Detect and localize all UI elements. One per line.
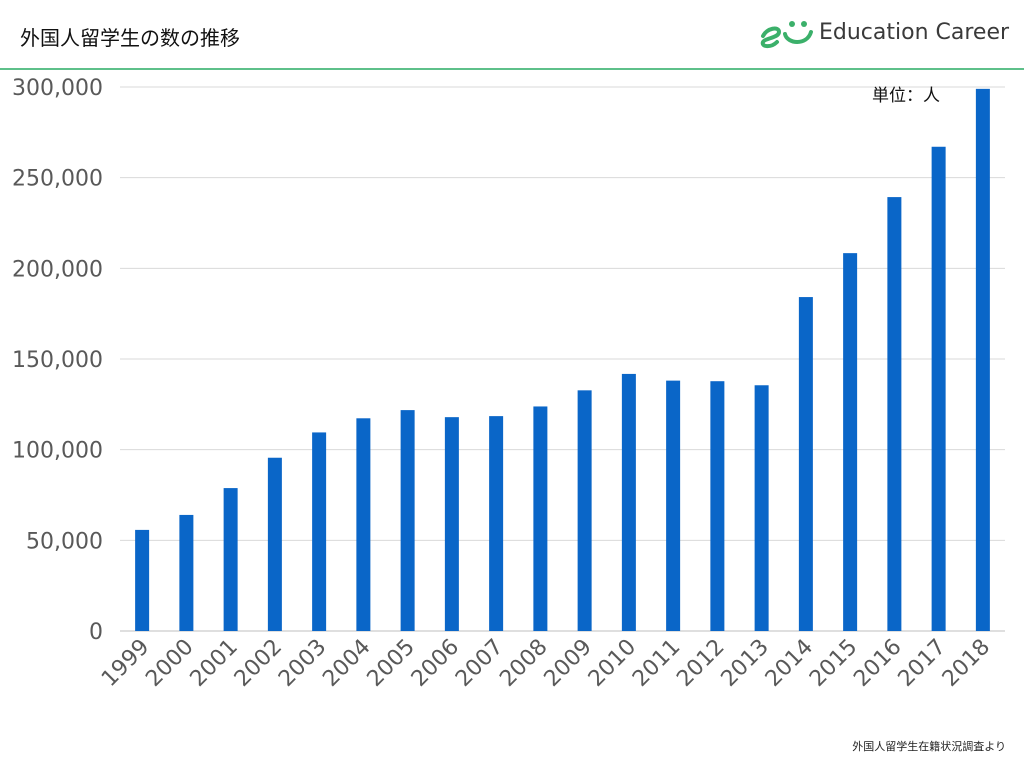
y-tick-label: 300,000 [12,76,103,101]
bar [312,432,327,631]
bar [666,380,681,631]
y-tick-label: 100,000 [12,439,103,464]
bar [489,416,504,631]
bar [577,390,592,631]
x-tick-label: 2012 [672,635,729,692]
bar [843,253,858,632]
x-tick-label: 2011 [628,635,685,692]
x-tick-label: 2008 [495,635,552,692]
x-tick-label: 2009 [540,635,597,692]
x-tick-label: 2016 [849,635,906,692]
page-title: 外国人留学生の数の推移 [20,26,240,50]
bar [356,418,371,631]
x-tick-label: 2001 [186,635,243,692]
bar [887,197,902,632]
x-tick-label: 2013 [717,635,774,692]
x-tick-label: 2006 [407,635,464,692]
bar [444,417,459,631]
bar [533,406,548,631]
x-tick-label: 2004 [318,635,375,692]
bar [400,410,415,631]
x-tick-label: 2017 [894,635,951,692]
bar [267,457,282,631]
education-career-logo-icon [760,21,813,49]
x-tick-label: 2002 [230,635,287,692]
y-tick-label: 50,000 [26,529,103,554]
bar [223,488,238,631]
y-tick-label: 0 [89,620,103,645]
x-tick-label: 2003 [274,635,331,692]
x-tick-label: 2007 [451,635,508,692]
bar [798,297,813,631]
y-tick-label: 200,000 [12,257,103,282]
unit-label: 単位：人 [872,86,940,106]
x-tick-label: 2015 [805,635,862,692]
x-tick-label: 2005 [363,635,420,692]
bar [931,146,946,631]
x-tick-label: 2000 [141,635,198,692]
y-tick-label: 250,000 [12,167,103,192]
x-tick-label: 2014 [761,635,818,692]
bar [179,514,194,631]
bar [710,381,725,631]
bar [975,88,990,631]
bar [621,373,636,631]
bar [754,385,769,631]
logo-text: Education Career [819,20,1010,45]
y-tick-label: 150,000 [12,348,103,373]
x-tick-label: 2018 [938,635,995,692]
header-divider [0,68,1024,70]
source-note: 外国人留学生在籍状況調査より [852,740,1006,753]
bar [135,529,150,631]
x-tick-label: 2010 [584,635,641,692]
x-tick-label: 1999 [97,635,154,692]
